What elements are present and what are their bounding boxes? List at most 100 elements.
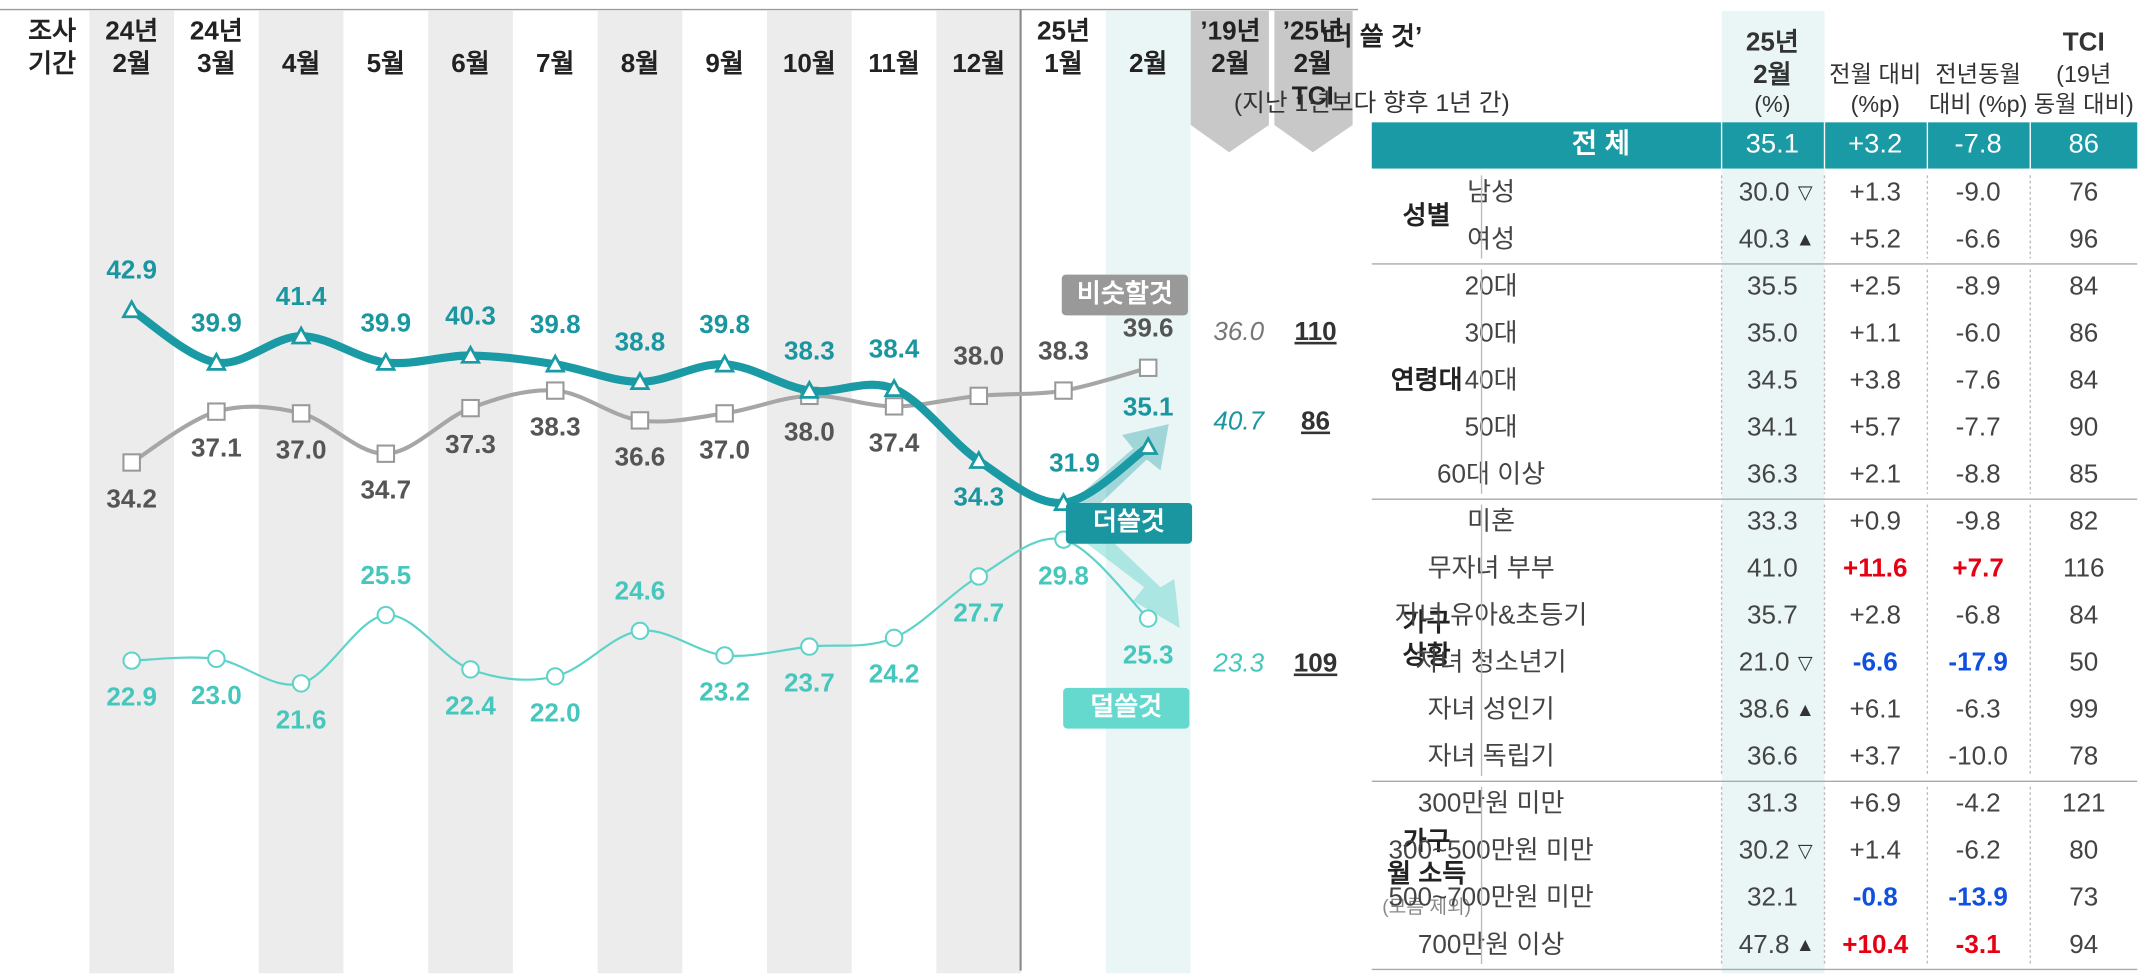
cell: -3.1: [1956, 931, 2001, 959]
marker: [544, 353, 566, 373]
pct-column-bg: [1721, 10, 1825, 974]
group-label: 가구: [1403, 608, 1451, 637]
column-header: 전년동월: [1935, 61, 2021, 87]
header-chevron: [1274, 10, 1353, 153]
cell: -6.0: [1956, 319, 2001, 347]
total-label: 전 체: [1572, 128, 1630, 159]
marker: [629, 370, 651, 390]
column-band: [428, 10, 513, 974]
period-label: 기간: [28, 49, 76, 78]
cell: -4.2: [1956, 790, 2001, 818]
row-label: 30대: [1465, 318, 1518, 347]
background: [89, 10, 1191, 974]
marker: [461, 398, 480, 418]
data-label: 27.7: [953, 599, 1004, 627]
marker: [1054, 381, 1073, 400]
data-label: 42.9: [106, 257, 157, 285]
column-header: 전월 대비: [1829, 61, 1921, 87]
marker: [630, 411, 650, 430]
cell: 35.5: [1747, 272, 1798, 300]
cell: -6.6: [1853, 649, 1898, 677]
series-name: 비슷할것: [1077, 279, 1173, 308]
data-label: 29.8: [1038, 563, 1089, 591]
prev-year-value: 36.0: [1213, 318, 1264, 346]
total-row: [1371, 122, 2138, 169]
cell: -8.8: [1956, 461, 2001, 489]
row-label: 60대 이상: [1437, 460, 1545, 489]
column-header: (19년: [2056, 61, 2111, 87]
cell: 50: [2069, 649, 2098, 677]
table-subtitle: (지난 1년보다 향후 1년 간): [1234, 89, 1510, 117]
cell: 96: [2069, 225, 2098, 253]
cell: -9.0: [1956, 178, 2001, 206]
marker: [459, 344, 482, 364]
column-header: 대비 (%p): [1929, 91, 2028, 117]
cell: 30.0: [1739, 178, 1790, 206]
data-label: 39.9: [360, 309, 411, 337]
data-label: 34.2: [106, 485, 157, 513]
row-label: 50대: [1465, 413, 1518, 442]
column-band: [1105, 10, 1191, 974]
cell: +3.8: [1850, 366, 1901, 394]
cell: 99: [2069, 696, 2098, 724]
marker: [969, 386, 989, 406]
category-label: 1월: [1044, 49, 1082, 78]
column-header: TCI: [2063, 28, 2105, 56]
data-label: 39.9: [191, 309, 242, 337]
total-cell: 86: [2068, 128, 2099, 159]
cell: 36.3: [1747, 461, 1798, 489]
compare-header: ’25년: [1283, 17, 1343, 46]
cell: +6.9: [1850, 790, 1901, 818]
header-chevron: [1190, 10, 1269, 153]
data-label: 41.4: [276, 283, 327, 311]
cell: 33.3: [1747, 508, 1798, 536]
series-name-box: [1061, 274, 1188, 316]
data-label: 37.3: [445, 431, 496, 459]
cell: -8.9: [1956, 272, 2001, 300]
marker: [968, 449, 990, 469]
cell: 31.3: [1747, 790, 1798, 818]
cell: -0.8: [1853, 884, 1898, 912]
column-header: 동월 대비): [2034, 91, 2134, 117]
marker: [291, 404, 311, 423]
flag: ▽: [1798, 841, 1813, 862]
row-label: 40대: [1465, 365, 1518, 394]
cell: -17.9: [1948, 649, 2007, 677]
cell: 21.0: [1739, 649, 1790, 677]
cell: 73: [2069, 884, 2098, 912]
row-label: 여성: [1467, 224, 1515, 253]
category-label: 10월: [783, 49, 836, 78]
tci-value: 86: [1301, 408, 1330, 436]
data-label: 24.6: [615, 578, 666, 606]
cell: 38.6: [1739, 696, 1790, 724]
cell: 85: [2069, 461, 2098, 489]
cell: -6.6: [1956, 225, 2001, 253]
flag: ▲: [1796, 230, 1815, 251]
category-label: 2월: [1129, 49, 1167, 78]
cell: 35.7: [1747, 602, 1798, 630]
period-label: 조사: [28, 17, 76, 46]
compare-header: TCI: [1292, 83, 1334, 111]
cell: 41.0: [1747, 555, 1798, 583]
marker: [121, 298, 143, 319]
row-label: 500~700만원 미만: [1388, 883, 1593, 912]
marker: [884, 397, 904, 416]
marker: [122, 651, 141, 670]
group-label: 상황: [1403, 640, 1451, 669]
cell: 90: [2069, 414, 2098, 442]
row-label: 미혼: [1467, 507, 1515, 536]
column-header: 2월: [1753, 60, 1791, 89]
cell: 40.3: [1739, 225, 1790, 253]
compare-header: ’19년: [1200, 17, 1260, 46]
data-label: 38.3: [1038, 337, 1089, 365]
marker: [1137, 435, 1159, 455]
cell: +3.7: [1850, 743, 1901, 771]
cell: -6.8: [1956, 602, 2001, 630]
category-label: 9월: [705, 49, 743, 78]
data-label: 36.6: [615, 443, 666, 471]
data-label: 25.5: [360, 562, 411, 590]
row-label: 300~500만원 미만: [1388, 836, 1593, 865]
cell: +0.9: [1850, 508, 1901, 536]
